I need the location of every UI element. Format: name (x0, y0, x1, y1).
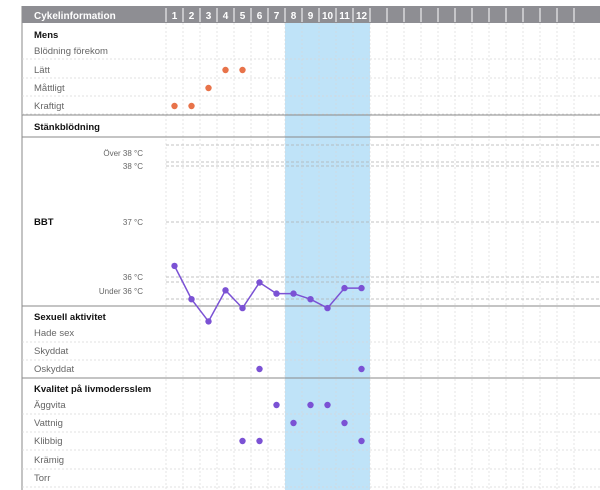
mucus-dot (239, 437, 246, 445)
day-number-8: 8 (291, 11, 297, 22)
day-number-2: 2 (189, 11, 195, 22)
mucus-row-label: Krämig (34, 455, 64, 466)
day-number-6: 6 (257, 11, 263, 22)
mucus-dot (358, 437, 365, 445)
mucus-dot (256, 437, 263, 445)
bbt-point (239, 304, 246, 312)
day-number-9: 9 (308, 11, 314, 22)
day-number-7: 7 (274, 11, 280, 22)
day-number-1: 1 (172, 11, 178, 22)
bbt-point (222, 287, 229, 294)
mucus-dot (307, 401, 314, 409)
mens-dot (188, 102, 195, 110)
mucus-dot (341, 419, 348, 427)
mens-row-label: Blödning förekom (34, 46, 108, 57)
temp-label-t37: 37 °C (123, 218, 143, 227)
day-number-10: 10 (322, 11, 334, 22)
mens-dot (222, 66, 229, 74)
mucus-dot (324, 401, 331, 409)
bbt-point (171, 262, 178, 270)
section-title-mucus: Kvalitet på livmodersslem (34, 384, 151, 395)
mucus-row-label: Vattnig (34, 418, 63, 429)
section-title-bbt: BBT (34, 217, 54, 228)
bbt-point (205, 318, 212, 325)
sex-row-label: Skyddat (34, 346, 69, 357)
fertile-window-band (285, 18, 370, 490)
header-title: Cykelinformation (34, 11, 116, 22)
sex-row-label: Hade sex (34, 328, 74, 339)
day-number-4: 4 (223, 11, 229, 22)
bbt-point (358, 284, 365, 292)
temp-label-below: Under 36 °C (99, 287, 143, 296)
section-title-sex: Sexuell aktivitet (34, 312, 107, 323)
bbt-line (173, 265, 362, 323)
mucus-row-label: Klibbig (34, 436, 63, 447)
mucus-dot (290, 419, 297, 427)
section-title-spotting: Stänkblödning (34, 122, 100, 133)
bbt-point (188, 296, 195, 303)
mucus-row-label: Äggvita (34, 400, 66, 411)
bbt-point (324, 304, 331, 312)
mens-dot (171, 102, 178, 110)
mens-row-label: Lätt (34, 65, 50, 76)
temp-label-t38: 38 °C (123, 162, 143, 171)
sex-row-label: Oskyddat (34, 364, 74, 375)
section-title-mens: Mens (34, 30, 58, 41)
bbt-point (273, 290, 280, 297)
bbt-point (256, 279, 263, 286)
mucus-row-label: Torr (34, 473, 50, 484)
sex-dot (256, 365, 263, 373)
temp-label-above: Över 38 °C (103, 149, 143, 158)
day-number-3: 3 (206, 11, 212, 22)
bbt-point (341, 284, 348, 292)
day-number-5: 5 (240, 11, 246, 22)
bbt-point (307, 296, 314, 303)
mucus-dot (273, 401, 280, 409)
sex-dot (358, 365, 365, 373)
mens-row-label: Måttligt (34, 83, 65, 94)
temp-label-t36: 36 °C (123, 273, 143, 282)
bbt-point (290, 290, 297, 297)
mens-dot (239, 66, 246, 74)
day-number-11: 11 (339, 11, 350, 22)
day-number-12: 12 (356, 11, 368, 22)
mens-row-label: Kraftigt (34, 101, 64, 112)
mens-dot (205, 84, 212, 92)
